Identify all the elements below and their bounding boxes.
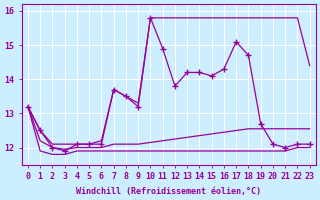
- X-axis label: Windchill (Refroidissement éolien,°C): Windchill (Refroidissement éolien,°C): [76, 187, 261, 196]
